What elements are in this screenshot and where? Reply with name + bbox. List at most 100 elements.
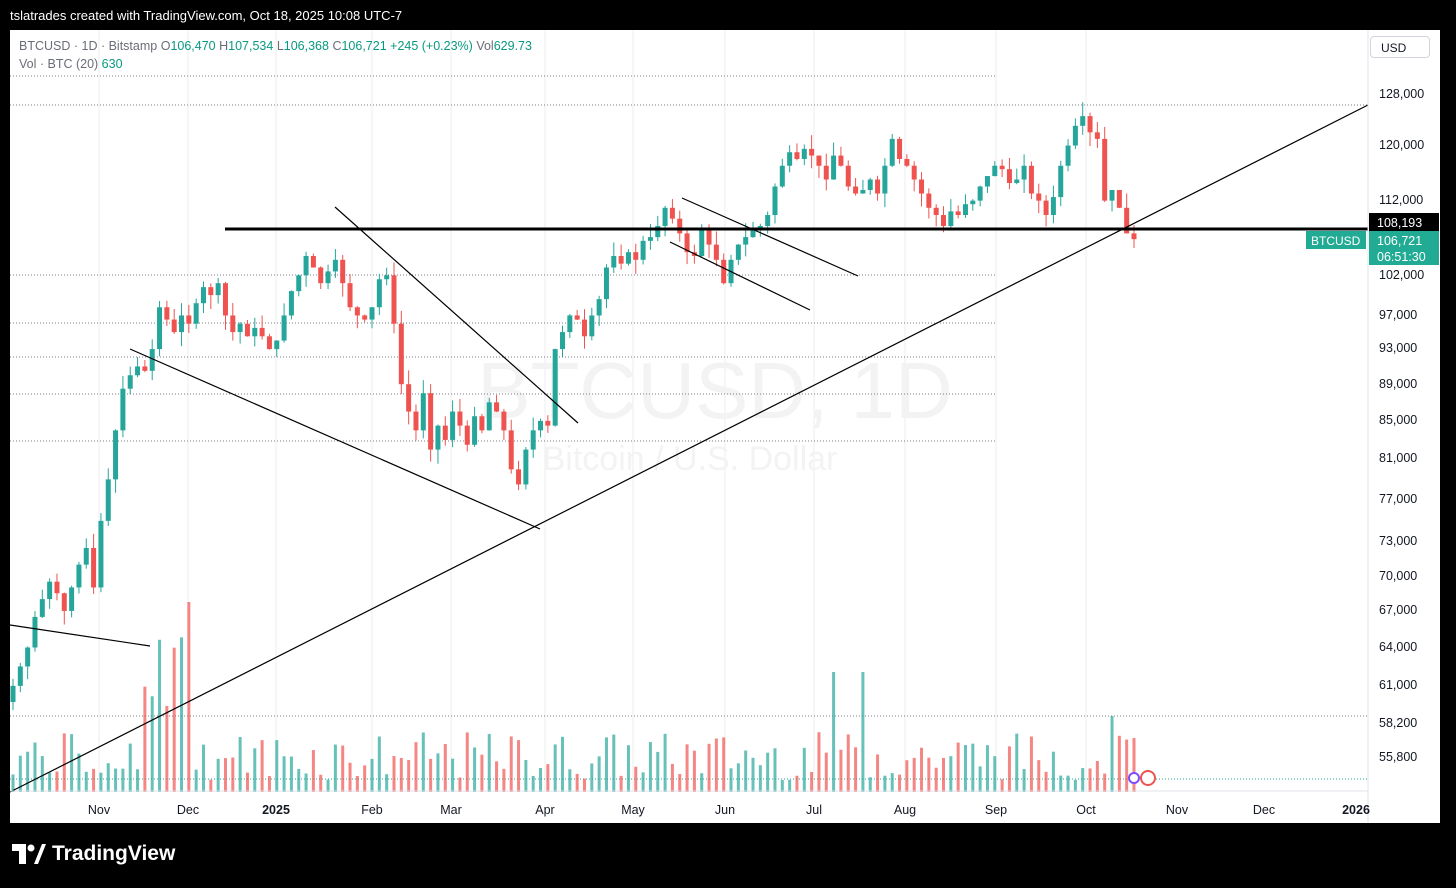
chart-canvas[interactable]: BTCUSD, 1D Bitcoin / U.S. Dollar 128,000… <box>10 30 1440 823</box>
candle-body <box>772 186 778 216</box>
candle-body <box>384 275 390 280</box>
volume-bar <box>861 672 865 792</box>
candle-body <box>442 425 448 440</box>
candle-body <box>91 547 97 588</box>
volume-bar <box>297 768 301 792</box>
candle-body <box>457 411 463 426</box>
candle-body <box>464 425 470 445</box>
currency-button[interactable]: USD <box>1370 36 1430 58</box>
volume-bar <box>40 756 44 792</box>
candle-body <box>259 327 265 337</box>
volume-bar <box>377 736 381 792</box>
volume-bar <box>77 753 81 792</box>
volume-bar <box>751 757 755 792</box>
candle-body <box>17 666 23 686</box>
candle-body <box>596 299 602 316</box>
volume-bar <box>539 767 543 792</box>
candle-body <box>809 148 815 156</box>
candle-body <box>420 393 426 431</box>
candle-body <box>1116 190 1122 208</box>
price-tick-label: 61,000 <box>1379 678 1417 692</box>
volume-bar <box>465 732 469 792</box>
candle-body <box>1036 193 1042 201</box>
price-axis[interactable]: 128,000 120,000 112,000 102,000 97,000 93,000… <box>1306 30 1439 823</box>
trendline[interactable] <box>334 206 579 424</box>
price-tick-label: 81,000 <box>1379 451 1417 465</box>
volume-bar <box>136 769 140 792</box>
candle-body <box>347 283 353 308</box>
candle-body <box>560 332 566 350</box>
candle-body <box>516 469 522 485</box>
volume-bar <box>319 774 323 792</box>
candle-body <box>816 155 822 166</box>
candle-body <box>135 366 141 376</box>
volume-bar <box>685 744 689 792</box>
candle-body <box>867 179 873 191</box>
trendline[interactable] <box>681 197 859 277</box>
legend-high-label: H <box>219 39 229 53</box>
tradingview-logo[interactable]: TradingView <box>12 842 175 866</box>
candle-body <box>61 593 67 611</box>
volume-bar <box>971 743 975 792</box>
candle-body <box>984 176 990 187</box>
candle-body <box>926 193 932 208</box>
legend-symbol[interactable]: BTCUSD · 1D · Bitstamp <box>19 39 158 53</box>
tradingview-logo-icon <box>12 844 46 864</box>
candle-body <box>669 207 675 219</box>
time-tick-label: Apr <box>535 803 554 817</box>
candle-body <box>1080 116 1086 126</box>
volume-bar <box>604 737 608 792</box>
volume-bar <box>326 779 330 792</box>
volume-bar <box>854 747 858 792</box>
chart-area[interactable]: BTCUSD, 1D Bitcoin / U.S. Dollar 128,000… <box>10 30 1440 823</box>
event-icon[interactable] <box>1140 770 1156 786</box>
volume-bar <box>55 771 59 792</box>
candle-body <box>530 430 536 450</box>
candle-body <box>574 315 580 320</box>
candle-body <box>10 685 16 702</box>
legend-volume-value: 630 <box>101 57 123 71</box>
time-tick-label: Jul <box>806 803 822 817</box>
volume-bar <box>832 672 836 792</box>
candle-body <box>325 271 331 284</box>
volume-bar <box>692 750 696 792</box>
candle-body <box>853 186 859 194</box>
trendline[interactable] <box>10 624 151 647</box>
volume-bar <box>1088 768 1092 792</box>
legend-close-label: C <box>332 39 342 53</box>
candle-body <box>486 402 492 431</box>
trendline[interactable] <box>10 104 1369 793</box>
volume-bar <box>883 775 887 792</box>
volume-bar <box>223 758 227 792</box>
volume-bar <box>758 765 762 792</box>
price-tick-label: 89,000 <box>1379 377 1417 391</box>
time-tick-label: Jun <box>715 803 735 817</box>
event-icon[interactable] <box>1128 772 1140 784</box>
volume-bar <box>744 750 748 792</box>
legend-volume-indicator[interactable]: Vol · BTC (20) <box>19 57 99 71</box>
candles <box>10 102 1137 711</box>
candle-body <box>186 315 192 324</box>
candle-body <box>1028 165 1034 194</box>
volume-bars <box>11 602 1136 792</box>
grid-lines <box>98 30 1087 790</box>
candle-body <box>875 179 881 194</box>
candle-body <box>955 211 961 216</box>
price-tick-label: 85,000 <box>1379 413 1417 427</box>
candle-body <box>618 255 624 264</box>
volume-bar <box>458 777 462 792</box>
volume-bar <box>736 763 740 792</box>
time-axis[interactable]: Nov Dec 2025 Feb Mar Apr May Jun Jul Aug Sep Oct Nov… <box>10 790 1370 817</box>
candle-body <box>362 315 368 320</box>
trendline[interactable] <box>669 241 811 311</box>
candle-body <box>398 323 404 385</box>
volume-bar <box>99 772 103 792</box>
volume-bar <box>1125 739 1129 792</box>
trendline[interactable] <box>129 348 541 530</box>
chart-header: tslatrades created with TradingView.com,… <box>0 0 1456 30</box>
volume-bar <box>773 748 777 792</box>
volume-bar <box>670 763 674 792</box>
volume-bar <box>648 742 652 792</box>
volume-bar <box>201 744 205 792</box>
volume-bar <box>634 766 638 792</box>
